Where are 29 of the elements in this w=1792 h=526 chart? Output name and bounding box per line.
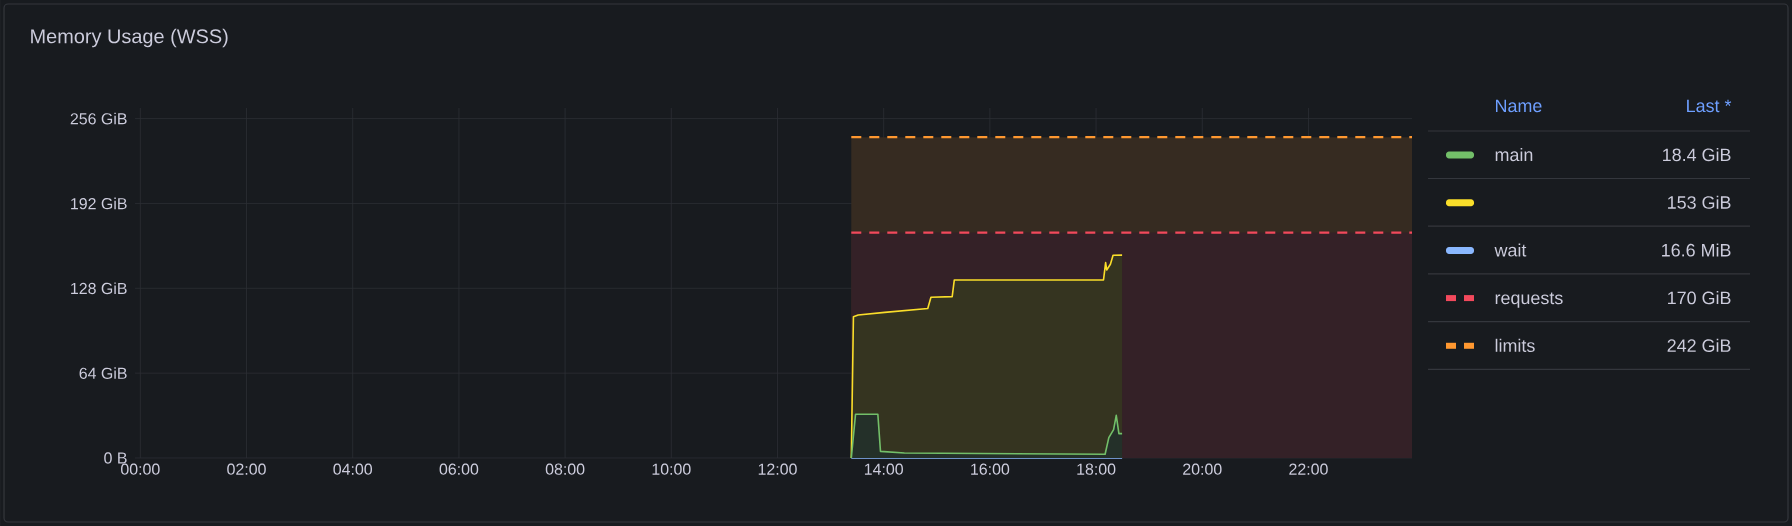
legend-label: wait (1494, 243, 1527, 257)
text: 242 GiB (1667, 338, 1731, 352)
text: 170 GiB (1668, 291, 1731, 305)
text: Last * (1687, 99, 1732, 113)
text: 16.6 MiB (1662, 243, 1731, 257)
x-tick-label: 14:00 (864, 463, 903, 475)
x-tick-label: 22:00 (1289, 463, 1328, 475)
legend-title: Name (1495, 99, 1542, 113)
x-tick-label: 08:00 (545, 463, 585, 475)
text: 153 GiB (1668, 195, 1731, 209)
y-tick-label: 128 GiB (71, 282, 127, 295)
x-tick-label: 16:00 (971, 463, 1010, 475)
chart-title: Memory Usage (WSS) (31, 28, 228, 48)
text: 18.4 GiB (1663, 147, 1731, 162)
y-tick-label: 64 GiB (79, 367, 127, 379)
y-tick-label: 256 GiB (70, 112, 127, 125)
x-tick-label: 04:00 (333, 463, 373, 475)
x-tick-label: 10:00 (652, 463, 691, 475)
x-tick-label: 02:00 (227, 463, 266, 475)
legend-label: main (1495, 147, 1533, 162)
x-tick-label: 00:00 (121, 463, 160, 475)
x-tick-label: 12:00 (758, 463, 797, 475)
legend-label: requests (1495, 292, 1563, 308)
y-tick-label: 0 B (104, 452, 127, 464)
y-tick-label: 192 GiB (71, 197, 127, 210)
x-tick-label: 18:00 (1077, 463, 1116, 475)
x-tick-label: 20:00 (1183, 463, 1222, 475)
legend-label: limits (1495, 338, 1535, 352)
x-tick-label: 06:00 (439, 463, 479, 475)
